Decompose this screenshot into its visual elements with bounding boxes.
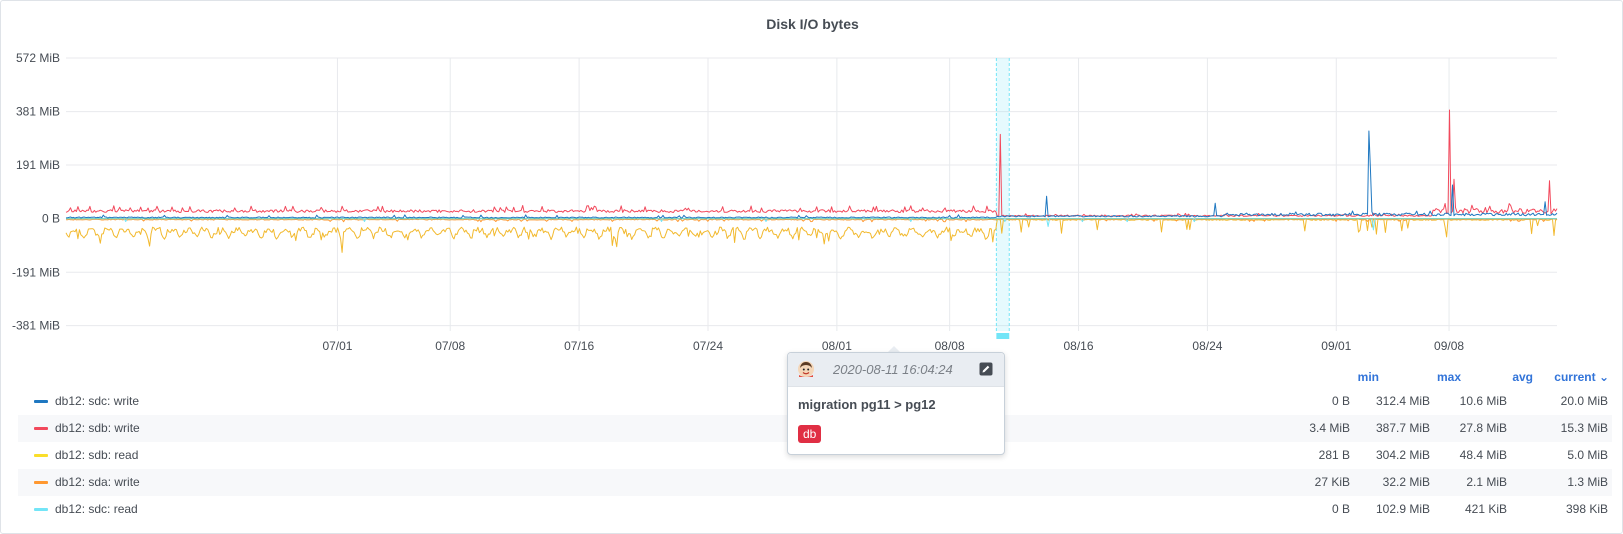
x-tick-label: 07/16	[564, 339, 594, 351]
annotation-tooltip: 2020-08-11 16:04:24 migration pg11 > pg1…	[787, 352, 1005, 455]
series-name[interactable]: db12: sdb: read	[55, 448, 139, 462]
legend-header-current[interactable]: current ⌄	[1554, 370, 1609, 384]
chart-grid	[66, 57, 1557, 331]
series-name[interactable]: db12: sdb: write	[55, 421, 140, 435]
y-tick-label: -381 MiB	[12, 319, 60, 333]
legend-row[interactable]: db12: sdb: read 281 B 304.2 MiB 48.4 MiB…	[18, 442, 1612, 469]
series-color-swatch[interactable]	[34, 508, 48, 511]
series-color-swatch[interactable]	[34, 481, 48, 484]
x-tick-label: 08/08	[935, 339, 965, 351]
annotation-text: migration pg11 > pg12	[798, 397, 936, 412]
y-tick-label: -191 MiB	[12, 265, 60, 279]
series-max: 312.4 MiB	[1375, 394, 1430, 408]
series-min: 0 B	[1331, 502, 1350, 516]
annotation-tooltip-header: 2020-08-11 16:04:24	[788, 353, 1004, 387]
y-tick-label: 381 MiB	[16, 105, 60, 119]
legend-header-min[interactable]: min	[1357, 370, 1379, 384]
series-line-sdb-write	[65, 109, 1558, 217]
series-line-sda-write	[65, 218, 1558, 223]
y-tick-label: 572 MiB	[16, 51, 60, 65]
x-tick-label: 08/01	[822, 339, 852, 351]
legend-row[interactable]: db12: sdc: write 0 B 312.4 MiB 10.6 MiB …	[18, 388, 1612, 415]
x-axis: 07/01 07/08 07/16 07/24 08/01 08/08 08/16 08/24…	[322, 339, 1464, 351]
y-tick-label: 0 B	[42, 212, 60, 226]
series-avg: 421 KiB	[1464, 502, 1507, 516]
series-color-swatch[interactable]	[34, 454, 48, 457]
series-avg: 2.1 MiB	[1466, 475, 1507, 489]
series-current: 15.3 MiB	[1560, 421, 1608, 435]
x-tick-label: 08/16	[1064, 339, 1094, 351]
legend-row[interactable]: db12: sdc: read 0 B 102.9 MiB 421 KiB 39…	[18, 496, 1612, 523]
edit-icon[interactable]	[979, 362, 993, 376]
series-min: 27 KiB	[1314, 475, 1350, 489]
series-max: 32.2 MiB	[1382, 475, 1430, 489]
series-min: 281 B	[1318, 448, 1350, 462]
annotation-time: 2020-08-11 16:04:24	[833, 362, 953, 377]
series-avg: 48.4 MiB	[1459, 448, 1507, 462]
annotation-tag[interactable]: db	[798, 425, 822, 443]
series-avg: 10.6 MiB	[1459, 394, 1507, 408]
x-tick-label: 07/24	[693, 339, 723, 351]
series-line-sdc-read	[66, 218, 1558, 231]
legend-row[interactable]: db12: sda: write 27 KiB 32.2 MiB 2.1 MiB…	[18, 469, 1612, 496]
series-avg: 27.8 MiB	[1459, 421, 1507, 435]
x-tick-label: 07/01	[322, 339, 352, 351]
series-color-swatch[interactable]	[34, 427, 48, 430]
series-max: 387.7 MiB	[1375, 421, 1430, 435]
series-line-sdb-read	[65, 218, 1558, 253]
series-current: 398 KiB	[1565, 502, 1608, 516]
annotation-marker	[996, 333, 1010, 339]
series-name[interactable]: db12: sda: write	[55, 475, 140, 489]
series-current: 5.0 MiB	[1567, 448, 1608, 462]
legend-header-max[interactable]: max	[1436, 370, 1461, 384]
series-line-sdc-write	[65, 130, 1558, 219]
chart-series	[65, 109, 1558, 253]
x-tick-label: 09/01	[1321, 339, 1351, 351]
y-axis: 572 MiB 381 MiB 191 MiB 0 B -191 MiB -381 MiB	[12, 51, 60, 333]
series-color-swatch[interactable]	[34, 400, 48, 403]
series-current: 20.0 MiB	[1560, 394, 1608, 408]
x-tick-label: 08/24	[1192, 339, 1222, 351]
series-name[interactable]: db12: sdc: write	[55, 394, 140, 408]
annotation-tooltip-arrow	[887, 346, 901, 353]
x-tick-label: 07/08	[435, 339, 465, 351]
series-min: 0 B	[1331, 394, 1350, 408]
chart-area[interactable]: 572 MiB 381 MiB 191 MiB 0 B -191 MiB -381 MiB…	[1, 1, 1623, 351]
series-min: 3.4 MiB	[1309, 421, 1350, 435]
series-name[interactable]: db12: sdc: read	[55, 502, 138, 516]
series-max: 304.2 MiB	[1375, 448, 1430, 462]
x-tick-label: 09/08	[1434, 339, 1464, 351]
series-current: 1.3 MiB	[1567, 475, 1608, 489]
series-max: 102.9 MiB	[1375, 502, 1430, 516]
annotation-region[interactable]	[995, 58, 1010, 339]
user-avatar-icon	[798, 361, 814, 377]
panel-title[interactable]: Disk I/O bytes	[766, 16, 859, 32]
legend-header-avg[interactable]: avg	[1512, 370, 1533, 384]
y-tick-label: 191 MiB	[16, 158, 60, 172]
annotation-band	[996, 58, 1010, 331]
